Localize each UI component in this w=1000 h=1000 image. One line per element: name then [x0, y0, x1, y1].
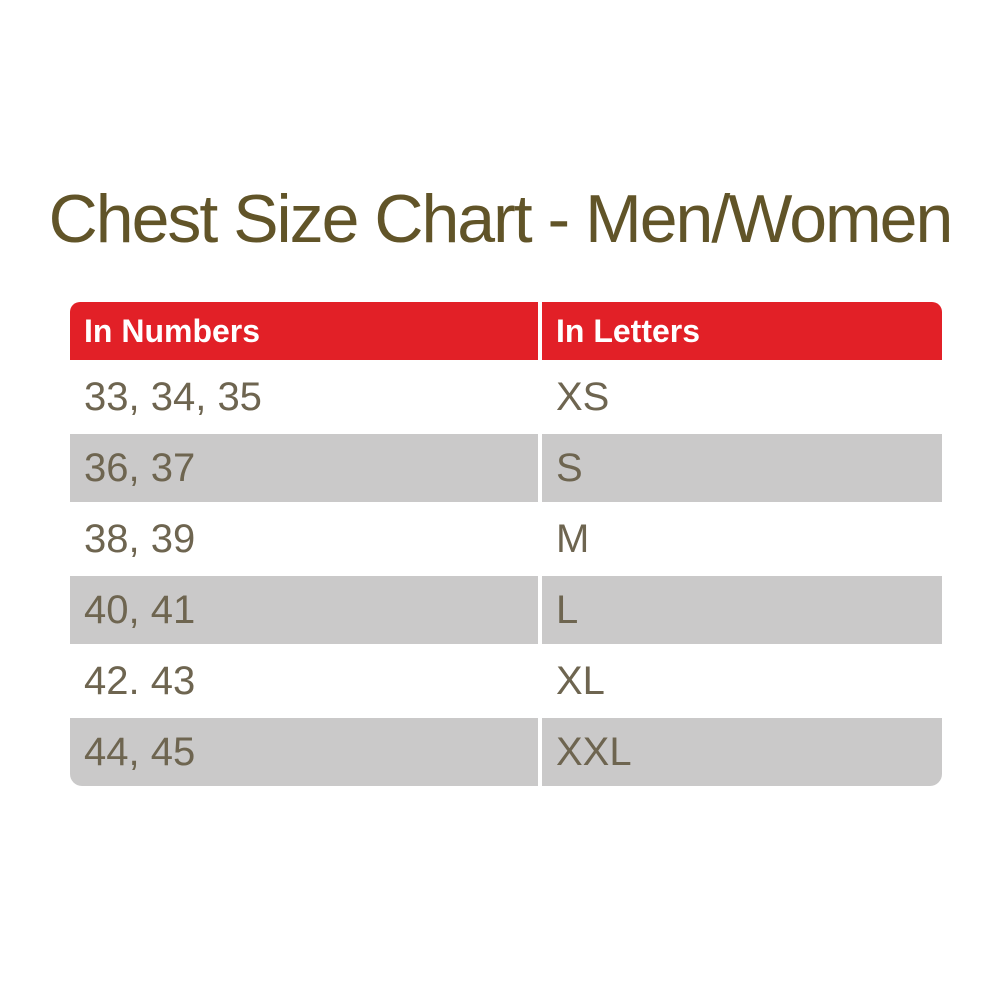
column-header-in-numbers: In Numbers: [70, 302, 538, 360]
table-cell-numbers: 40, 41: [70, 576, 538, 644]
page-title: Chest Size Chart - Men/Women: [48, 181, 954, 257]
table-cell-numbers: 33, 34, 35: [70, 363, 538, 431]
table-cell-numbers: 44, 45: [70, 718, 538, 786]
table-cell-numbers: 38, 39: [70, 505, 538, 573]
table-cell-letters: S: [542, 434, 942, 502]
table-cell-letters: XXL: [542, 718, 942, 786]
table-cell-letters: XS: [542, 363, 942, 431]
table-cell-letters: L: [542, 576, 942, 644]
table-cell-letters: XL: [542, 647, 942, 715]
size-chart-table: In Numbers In Letters 33, 34, 35 XS 36, …: [70, 302, 942, 786]
table-cell-letters: M: [542, 505, 942, 573]
table-cell-numbers: 42. 43: [70, 647, 538, 715]
table-cell-numbers: 36, 37: [70, 434, 538, 502]
column-header-in-letters: In Letters: [542, 302, 942, 360]
